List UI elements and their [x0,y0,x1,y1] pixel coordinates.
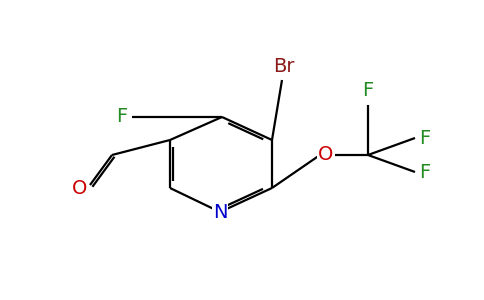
Text: F: F [363,82,374,100]
Text: N: N [213,202,227,221]
Text: O: O [318,146,333,164]
Text: O: O [72,179,88,199]
Text: F: F [419,163,431,182]
Text: F: F [419,128,431,148]
Text: F: F [116,107,128,127]
Text: Br: Br [273,56,295,76]
